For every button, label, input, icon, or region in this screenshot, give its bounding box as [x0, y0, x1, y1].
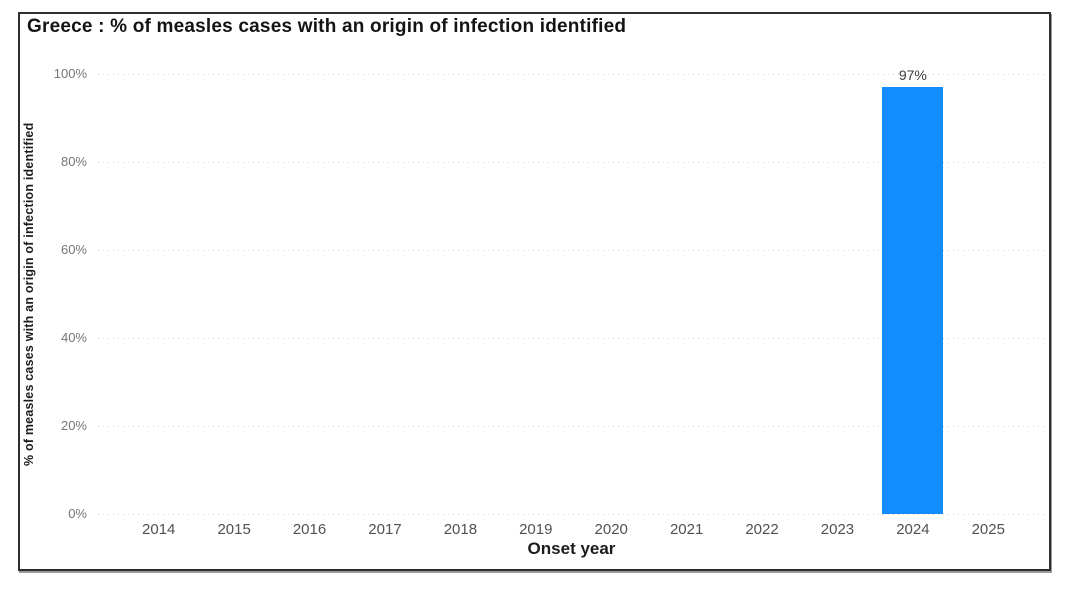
- x-axis-title: Onset year: [527, 539, 616, 558]
- x-tick-label-2019: 2019: [519, 521, 553, 538]
- x-tick-label-2014: 2014: [142, 521, 176, 538]
- y-tick-label-40: 40%: [60, 330, 87, 345]
- bar-2024[interactable]: [882, 87, 944, 514]
- x-tick-label-2023: 2023: [820, 521, 855, 538]
- chart-title: Greece : % of measles cases with an orig…: [27, 16, 627, 37]
- gridline-60: [98, 250, 1045, 251]
- gridline-40: [98, 338, 1045, 339]
- y-tick-label-80: 80%: [60, 154, 87, 169]
- y-tick-label-0: 0%: [68, 506, 87, 521]
- chart-frame: Greece : % of measles cases with an orig…: [18, 12, 1051, 571]
- y-tick-label-20: 20%: [60, 418, 87, 433]
- x-tick-label-2020: 2020: [594, 521, 628, 538]
- gridline-100: [98, 74, 1045, 75]
- x-tick-label-2024: 2024: [896, 521, 930, 538]
- bar-value-label-2024: 97%: [898, 67, 927, 84]
- gridline-80: [98, 162, 1045, 163]
- x-tick-label-2015: 2015: [217, 521, 251, 538]
- gridline-20: [98, 426, 1045, 427]
- x-tick-label-2025: 2025: [971, 521, 1005, 538]
- x-tick-label-2021: 2021: [669, 521, 704, 538]
- x-tick-label-2018: 2018: [443, 521, 478, 538]
- x-tick-label-2022: 2022: [745, 521, 779, 538]
- plot-area: [98, 74, 1045, 515]
- gridline-0: [98, 514, 1045, 515]
- y-tick-label-100: 100%: [53, 66, 87, 81]
- x-tick-label-2016: 2016: [292, 521, 327, 538]
- y-tick-label-60: 60%: [60, 242, 87, 257]
- x-tick-label-2017: 2017: [368, 521, 402, 538]
- y-axis-title: % of measles cases with an origin of inf…: [22, 122, 36, 466]
